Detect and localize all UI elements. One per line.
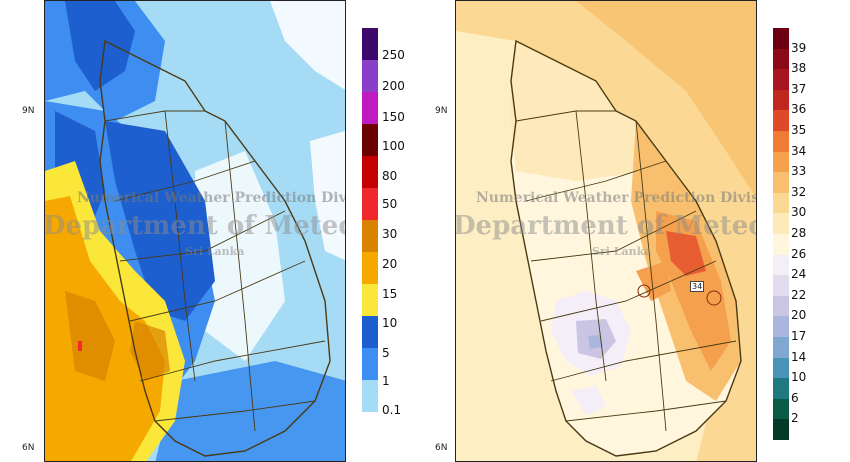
rainfall-colorbar-bin: [362, 380, 378, 412]
rainfall-colorbar-label: 200: [382, 79, 405, 93]
temperature-colorbar-label: 24: [791, 267, 807, 282]
temperature-colorbar-label: 26: [791, 246, 807, 261]
temperature-colorbar-bin: [773, 213, 789, 235]
rainfall-colorbar-bin: [362, 252, 378, 284]
rainfall-colorbar-bin: [362, 188, 378, 220]
temperature-colorbar-bin: [773, 419, 789, 441]
temperature-colorbar-bin: [773, 110, 789, 132]
temperature-colorbar-bin: [773, 254, 789, 276]
temperature-colorbar-label: 10: [791, 370, 807, 385]
temperature-colorbar-label: 39: [791, 40, 807, 55]
temperature-colorbar-bin: [773, 337, 789, 359]
temperature-colorbar-label: 30: [791, 205, 807, 220]
rainfall-colorbar-bin: [362, 60, 378, 92]
lat-label-9n: 9N: [435, 106, 448, 116]
temperature-colorbar-bin: [773, 357, 789, 379]
rainfall-colorbar-label: 50: [382, 197, 398, 211]
lat-label-9n: 9N: [22, 106, 35, 116]
rainfall-colorbar-label: 250: [382, 48, 405, 62]
rainfall-colorbar-label: 0.1: [382, 403, 402, 417]
temperature-colorbar-bin: [773, 151, 789, 173]
temperature-colorbar-label: 33: [791, 164, 807, 179]
rainfall-colorbar-label: 100: [382, 139, 405, 153]
rainfall-colorbar-label: 10: [382, 316, 398, 330]
temperature-colorbar-bin: [773, 48, 789, 70]
temperature-colorbar-label: 6: [791, 390, 799, 405]
temperature-colorbar-bin: [773, 234, 789, 256]
temperature-colorbar-label: 28: [791, 226, 807, 240]
rainfall-colorbar-label: 30: [382, 227, 398, 241]
temperature-colorbar-label: 22: [791, 287, 807, 302]
rainfall-colorbar: [362, 28, 378, 412]
temperature-colorbar-bin: [773, 275, 789, 297]
temperature-colorbar-bin: [773, 172, 789, 194]
temperature-colorbar-bin: [773, 131, 789, 153]
temperature-colorbar-bin: [773, 89, 789, 111]
temperature-map-graphic: [456, 1, 756, 461]
temperature-colorbar-bin: [773, 295, 789, 317]
temperature-colorbar-label: 32: [791, 184, 807, 199]
temperature-colorbar-label: 38: [791, 61, 807, 76]
temperature-colorbar-bin: [773, 69, 789, 91]
temperature-colorbar-label: 36: [791, 102, 807, 117]
lat-label-6n: 6N: [435, 443, 448, 453]
max-temp-marker: 34: [690, 281, 705, 292]
temperature-panel: 9N 6N 34 Nume: [425, 0, 850, 462]
temperature-colorbar-bin: [773, 28, 789, 50]
rainfall-colorbar-label: 20: [382, 257, 398, 271]
rainfall-colorbar-bin: [362, 284, 378, 316]
rainfall-colorbar-bin: [362, 316, 378, 348]
rainfall-panel: 9N 6N Numer: [0, 0, 425, 462]
rainfall-colorbar-bin: [362, 28, 378, 60]
temperature-colorbar-label: 35: [791, 123, 807, 137]
lat-label-6n: 6N: [22, 443, 35, 453]
temperature-colorbar-label: 20: [791, 308, 807, 323]
rainfall-colorbar-label: 5: [382, 346, 390, 360]
temperature-map: 34 Numerical Weather Prediction Division…: [455, 0, 757, 462]
rainfall-colorbar-bin: [362, 348, 378, 380]
temperature-colorbar-label: 2: [791, 411, 799, 426]
rainfall-colorbar-label: 150: [382, 110, 405, 124]
rainfall-map-graphic: [45, 1, 345, 461]
rainfall-colorbar-bin: [362, 92, 378, 124]
temperature-colorbar-label: 37: [791, 81, 807, 96]
temperature-colorbar-label: 34: [791, 143, 807, 158]
temperature-colorbar-bin: [773, 192, 789, 214]
temperature-colorbar-label: 14: [791, 349, 807, 364]
temperature-colorbar-bin: [773, 398, 789, 420]
rainfall-colorbar-bin: [362, 124, 378, 156]
rainfall-map: Numerical Weather Prediction Division De…: [44, 0, 346, 462]
temperature-colorbar-label: 17: [791, 329, 807, 343]
rainfall-colorbar-label: 80: [382, 169, 398, 183]
rainfall-colorbar-label: 15: [382, 287, 398, 301]
rainfall-colorbar-bin: [362, 220, 378, 252]
rainfall-colorbar-bin: [362, 156, 378, 188]
temperature-colorbar: [773, 28, 789, 441]
temperature-colorbar-bin: [773, 316, 789, 338]
temperature-colorbar-bin: [773, 378, 789, 400]
rainfall-colorbar-label: 1: [382, 374, 390, 388]
